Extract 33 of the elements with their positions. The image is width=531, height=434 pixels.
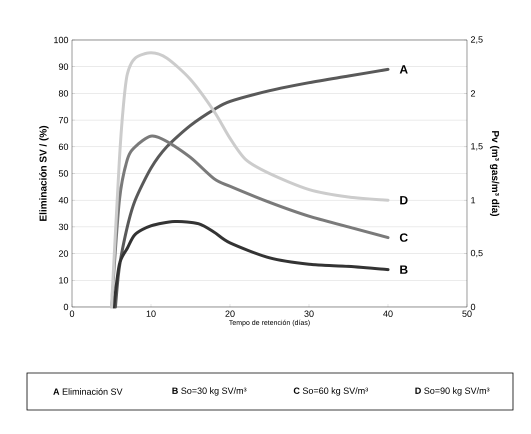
x-tick-label: 50 <box>462 310 472 317</box>
series-label: B <box>400 265 408 274</box>
y-tick-label: 50 <box>58 170 68 177</box>
y-tick-label: 40 <box>58 197 68 204</box>
y2-tick-label: 0,5 <box>470 250 483 258</box>
x-tick-label: 10 <box>146 310 156 317</box>
y-tick-label: 10 <box>59 277 68 284</box>
y-tick-label: 60 <box>58 144 68 150</box>
y2-axis-title: Pv (m³ gas/m³ día) <box>490 131 500 216</box>
x-tick-label: 40 <box>383 310 393 317</box>
y-tick-label: 0 <box>64 304 68 310</box>
y-tick-label: 80 <box>58 90 68 97</box>
y-tick-label: 30 <box>58 224 68 230</box>
x-tick-label: 30 <box>304 310 314 317</box>
y-tick-label: 70 <box>58 116 68 124</box>
y2-tick-label: 1 <box>471 197 476 204</box>
text: A Eliminación SV <box>53 388 123 395</box>
y-tick-label: 20 <box>58 250 68 257</box>
y-axis-title: Eliminación SV / (%) <box>39 126 49 221</box>
series-label: A <box>400 65 408 74</box>
y2-tick-label: 2 <box>470 90 476 97</box>
text: D So=90 kg SV/m³ <box>415 387 490 396</box>
y2-tick-label: 1,5 <box>471 143 483 150</box>
y2-tick-label: 2,5 <box>470 36 483 44</box>
y-tick-label: 100 <box>54 36 68 44</box>
series-label: D <box>400 196 408 204</box>
x-tick-label: 0 <box>70 310 74 317</box>
x-tick-label: 20 <box>225 310 235 317</box>
y2-tick-label: 0 <box>470 304 476 310</box>
series-label: C <box>400 233 408 242</box>
text: C So=60 kg SV/m³ <box>294 387 368 396</box>
y-tick-label: 90 <box>58 64 68 70</box>
text: B So=30 kg SV/m³ <box>172 387 246 396</box>
